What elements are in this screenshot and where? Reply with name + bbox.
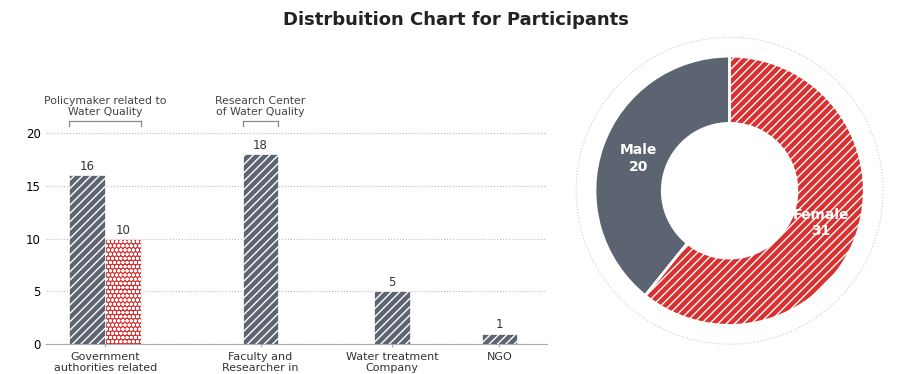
Bar: [69, 175, 105, 344]
Bar: [242, 154, 278, 344]
Bar: [105, 239, 141, 344]
Text: 16: 16: [80, 160, 95, 173]
Bar: [481, 334, 517, 344]
Text: 5: 5: [388, 276, 395, 289]
Text: Policymaker related to
Water Quality: Policymaker related to Water Quality: [44, 96, 167, 117]
Text: 18: 18: [253, 139, 268, 152]
Text: 1: 1: [496, 318, 503, 331]
Text: Male
20: Male 20: [619, 143, 656, 174]
Wedge shape: [594, 56, 729, 295]
Text: Female
31: Female 31: [792, 208, 848, 238]
Text: Distrbuition Chart for Participants: Distrbuition Chart for Participants: [282, 11, 629, 29]
Text: 10: 10: [116, 224, 130, 237]
Text: Research Center
of Water Quality: Research Center of Water Quality: [215, 96, 305, 117]
Wedge shape: [644, 56, 864, 325]
Bar: [374, 291, 409, 344]
